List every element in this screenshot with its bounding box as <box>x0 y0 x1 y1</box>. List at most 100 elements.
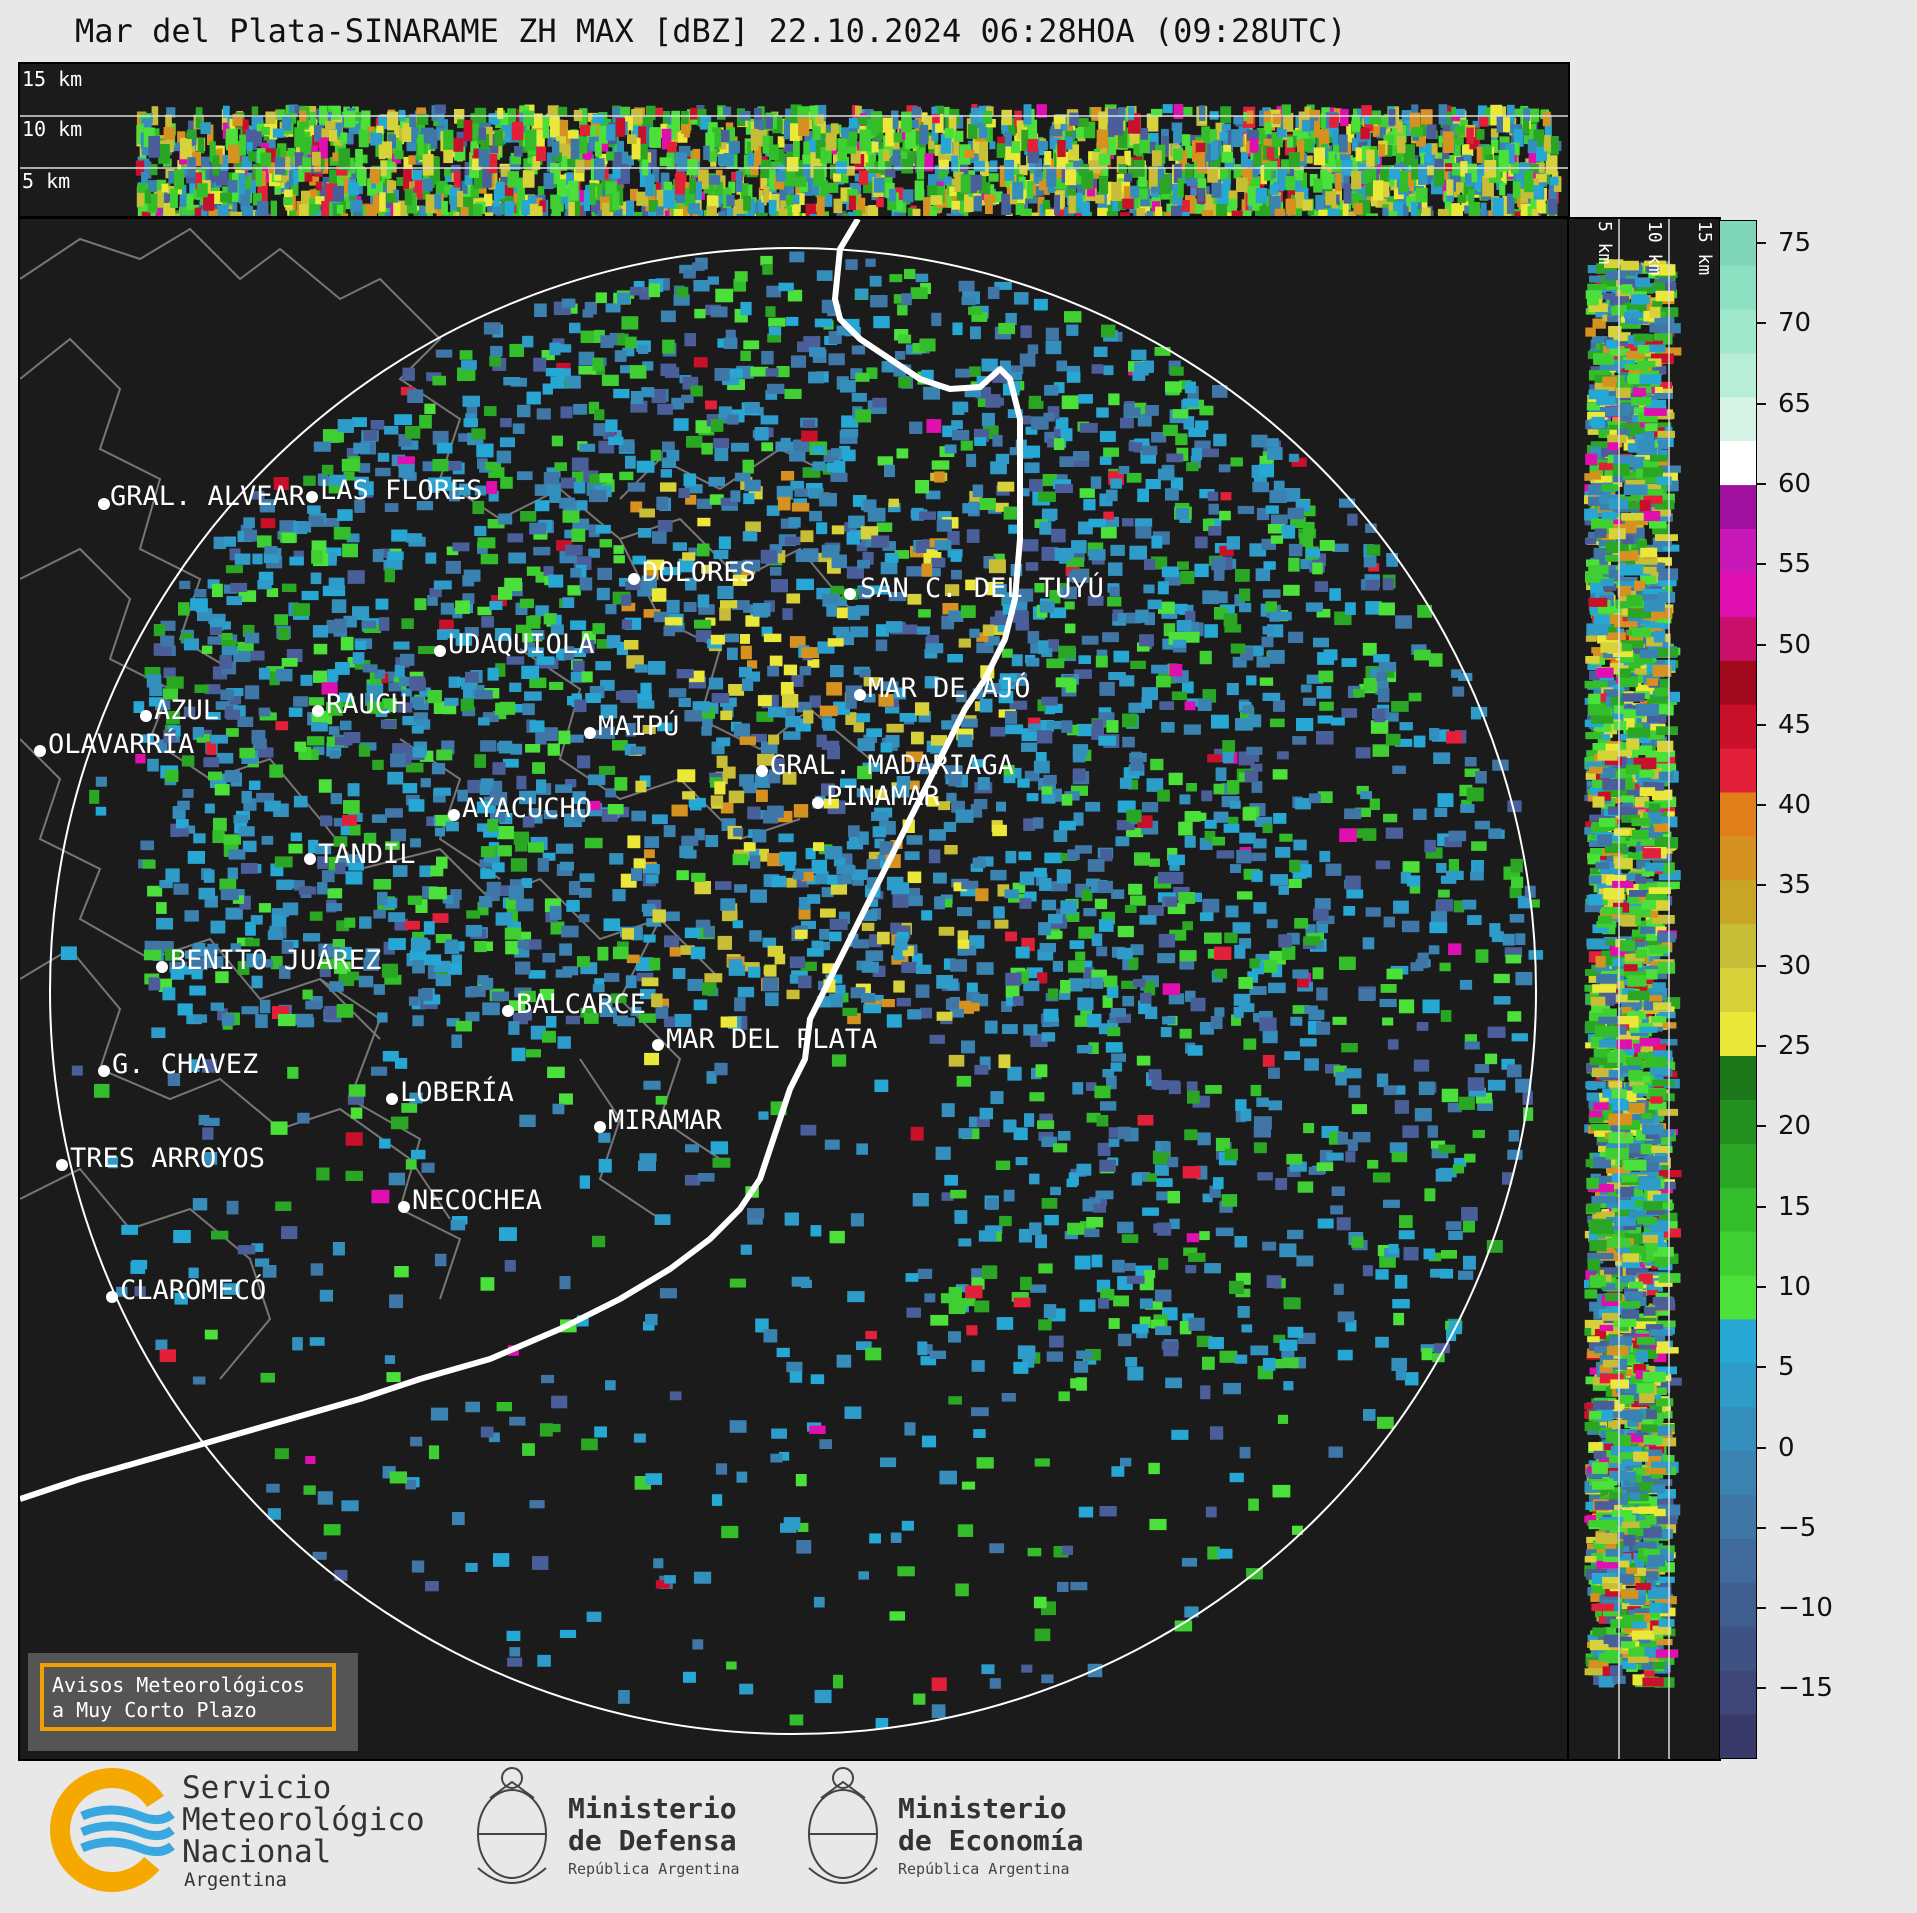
city-marker <box>812 797 824 809</box>
colorbar-tick-label: 50 <box>1778 630 1811 660</box>
colorbar-tick-label: 0 <box>1778 1433 1795 1463</box>
colorbar-tick-mark <box>1756 1527 1766 1529</box>
top-level-5km: 5 km <box>22 169 70 193</box>
city-marker <box>652 1039 664 1051</box>
warning-box[interactable]: Avisos Meteorológicos a Muy Corto Plazo <box>40 1663 336 1731</box>
city-marker <box>98 498 110 510</box>
colorbar-segment <box>1720 880 1756 925</box>
colorbar-segment <box>1720 1011 1756 1056</box>
defensa-line1: Ministerio <box>568 1792 737 1825</box>
colorbar-segment <box>1720 1407 1756 1452</box>
city-label: LAS FLORES <box>320 475 483 506</box>
side-cross-section-svg: 5 km 10 km 15 km <box>1569 219 1719 1759</box>
economia-line1: Ministerio <box>898 1792 1067 1825</box>
colorbar-segment <box>1720 1143 1756 1188</box>
colorbar-tick-mark <box>1756 1366 1766 1368</box>
city-label: NECOCHEA <box>412 1185 542 1216</box>
colorbar-tick-label: 45 <box>1778 710 1811 740</box>
city-label: PINAMAR <box>826 781 941 812</box>
city-label: CLAROMECÓ <box>120 1274 266 1306</box>
colorbar-tick-label: 30 <box>1778 951 1811 981</box>
colorbar-tick-label: 75 <box>1778 228 1811 258</box>
colorbar-tick-label: 60 <box>1778 469 1811 499</box>
colorbar-segment <box>1720 1275 1756 1320</box>
colorbar-tick-label: −10 <box>1778 1593 1833 1623</box>
colorbar-segment <box>1720 484 1756 529</box>
colorbar-tick-mark <box>1756 644 1766 646</box>
warning-box-line2: a Muy Corto Plazo <box>52 1698 324 1723</box>
city-label: OLAVARRÍA <box>48 728 194 760</box>
colorbar-segment <box>1720 748 1756 793</box>
colorbar-segment <box>1720 660 1756 705</box>
smn-line1: Servicio <box>182 1770 331 1806</box>
colorbar-tick-mark <box>1756 1687 1766 1689</box>
defensa-line2: de Defensa <box>568 1824 737 1857</box>
dbz-colorbar <box>1719 220 1757 1759</box>
city-marker <box>434 645 446 657</box>
colorbar-tick-mark <box>1756 724 1766 726</box>
city-label: UDAQUIOLA <box>448 629 594 660</box>
city-label: MAIPÚ <box>598 710 679 742</box>
economia-line3: República Argentina <box>898 1860 1070 1878</box>
top-level-10km: 10 km <box>22 117 82 141</box>
colorbar-tick-mark <box>1756 965 1766 967</box>
colorbar-segment <box>1720 968 1756 1013</box>
colorbar-segment <box>1720 1495 1756 1540</box>
city-marker <box>386 1093 398 1105</box>
colorbar-tick-mark <box>1756 1607 1766 1609</box>
top-cross-section-svg: 15 km 10 km 5 km <box>20 64 1568 216</box>
city-marker <box>34 745 46 757</box>
city-label: G. CHAVEZ <box>112 1049 258 1080</box>
colorbar-segment <box>1720 221 1756 266</box>
colorbar-tick-label: −15 <box>1778 1673 1833 1703</box>
city-label: BENITO JUÁREZ <box>170 944 381 976</box>
colorbar-tick-label: 15 <box>1778 1192 1811 1222</box>
city-marker <box>312 705 324 717</box>
colorbar-segment <box>1720 528 1756 573</box>
city-marker <box>56 1159 68 1171</box>
city-marker <box>594 1121 606 1133</box>
colorbar-segment <box>1720 441 1756 486</box>
city-marker <box>306 491 318 503</box>
top-cross-section-panel: 15 km 10 km 5 km <box>18 62 1570 218</box>
colorbar-segment <box>1720 792 1756 837</box>
colorbar-segment <box>1720 1626 1756 1671</box>
city-label: RAUCH <box>326 689 407 720</box>
colorbar-tick-mark <box>1756 1206 1766 1208</box>
city-label: GRAL. MADARIAGA <box>770 750 1014 781</box>
colorbar-tick-mark <box>1756 483 1766 485</box>
colorbar-tick-label: −5 <box>1778 1513 1816 1543</box>
city-marker <box>854 689 866 701</box>
warning-box-line1: Avisos Meteorológicos <box>52 1673 324 1698</box>
colorbar-segment <box>1720 924 1756 969</box>
colorbar-segment <box>1720 1319 1756 1364</box>
colorbar-segment <box>1720 1363 1756 1408</box>
radar-echoes <box>61 252 1543 1729</box>
smn-logo-icon <box>39 1758 186 1903</box>
side-level-5km: 5 km <box>1594 221 1615 264</box>
chart-title: Mar del Plata-SINARAME ZH MAX [dBZ] 22.1… <box>75 12 1347 50</box>
footer-logos-svg: Servicio Meteorológico Nacional Argentin… <box>0 1758 1917 1909</box>
colorbar-tick-label: 10 <box>1778 1272 1811 1302</box>
city-marker <box>628 573 640 585</box>
colorbar-tick-label: 70 <box>1778 308 1811 338</box>
city-marker <box>156 961 168 973</box>
colorbar-segment <box>1720 265 1756 310</box>
colorbar-segment <box>1720 1714 1756 1759</box>
colorbar-segment <box>1720 397 1756 442</box>
colorbar-segment <box>1720 1451 1756 1496</box>
colorbar-tick-mark <box>1756 1125 1766 1127</box>
side-level-15km: 15 km <box>1694 221 1715 275</box>
colorbar-tick-label: 35 <box>1778 870 1811 900</box>
colorbar-tick-label: 20 <box>1778 1111 1811 1141</box>
city-marker <box>502 1005 514 1017</box>
city-marker <box>756 765 768 777</box>
colorbar-segment <box>1720 1538 1756 1583</box>
footer-logos: Servicio Meteorológico Nacional Argentin… <box>0 1758 1917 1909</box>
colorbar-tick-mark <box>1756 1447 1766 1449</box>
city-label: DOLORES <box>642 557 756 588</box>
top-cross-section-echoes <box>136 104 1562 216</box>
smn-line4: Argentina <box>184 1869 287 1891</box>
